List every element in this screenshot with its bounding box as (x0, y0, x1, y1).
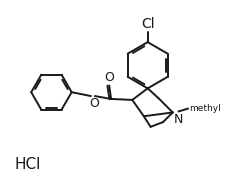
Text: O: O (104, 71, 114, 83)
Text: N: N (173, 113, 182, 126)
Text: Cl: Cl (140, 17, 154, 31)
Text: O: O (89, 97, 98, 110)
Text: methyl: methyl (188, 104, 220, 113)
Text: HCl: HCl (15, 157, 41, 172)
